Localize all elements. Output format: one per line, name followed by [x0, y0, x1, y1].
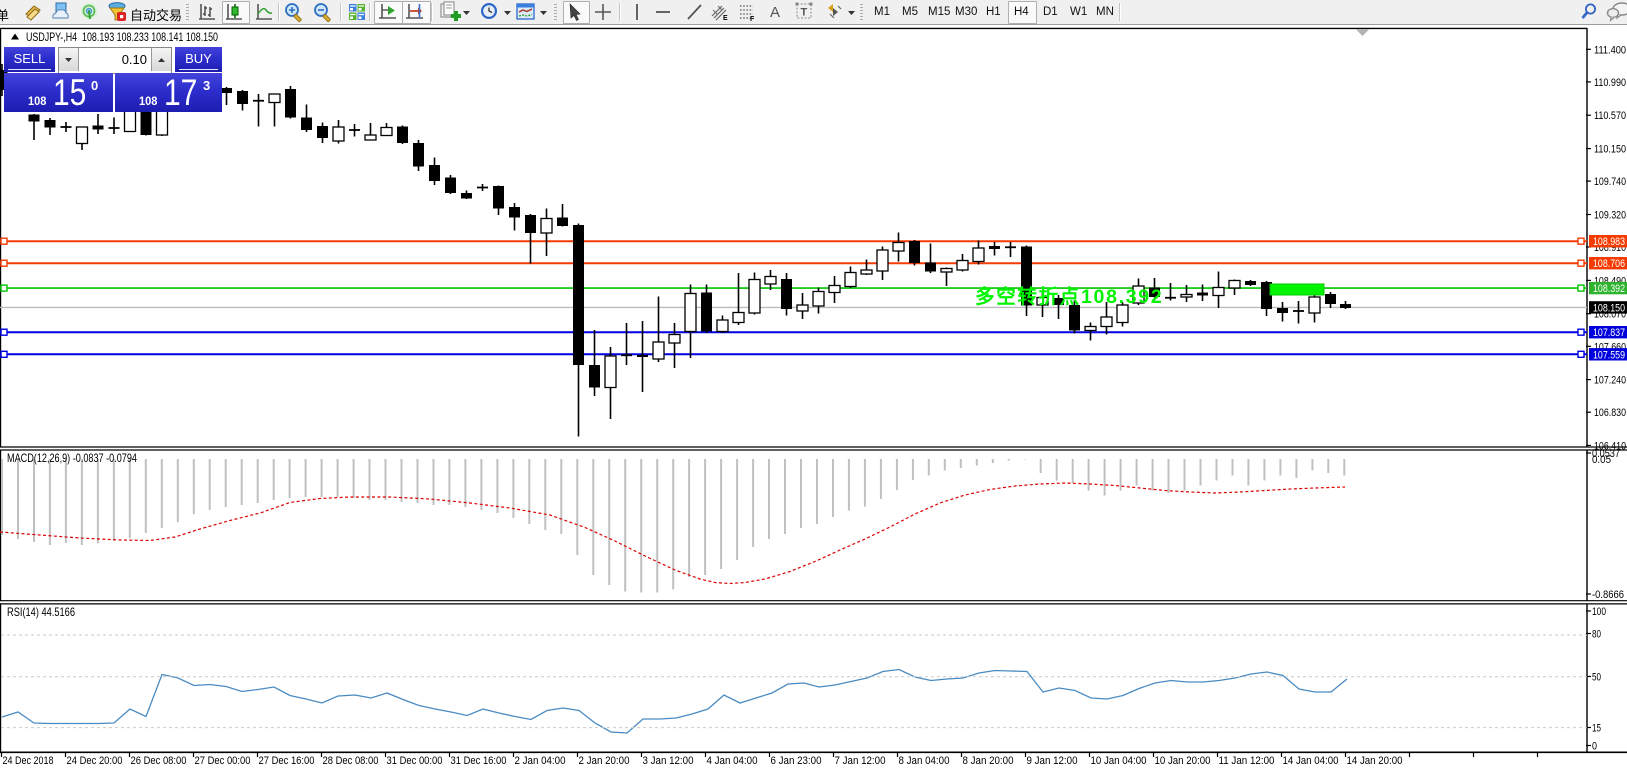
svg-text:2 Jan 04:00: 2 Jan 04:00 [515, 755, 566, 767]
svg-text:107.837: 107.837 [1593, 327, 1625, 339]
svg-text:F: F [750, 16, 755, 23]
svg-text:26 Dec 08:00: 26 Dec 08:00 [131, 755, 187, 767]
svg-text:107.559: 107.559 [1593, 349, 1625, 361]
svg-text:11 Jan 12:00: 11 Jan 12:00 [1219, 755, 1275, 767]
svg-text:107.240: 107.240 [1594, 375, 1626, 387]
svg-text:31 Dec 00:00: 31 Dec 00:00 [387, 755, 443, 767]
svg-text:106.830: 106.830 [1594, 407, 1626, 419]
svg-text:0.05: 0.05 [1592, 454, 1611, 466]
svg-text:A: A [770, 4, 780, 21]
svg-text:MACD(12,26,9) -0.0837 -0.0794: MACD(12,26,9) -0.0837 -0.0794 [7, 451, 137, 465]
svg-text:3 Jan 12:00: 3 Jan 12:00 [643, 755, 694, 767]
svg-text:110.990: 110.990 [1594, 77, 1626, 89]
svg-text:9 Jan 12:00: 9 Jan 12:00 [1027, 755, 1078, 767]
svg-text:14 Jan 20:00: 14 Jan 20:00 [1347, 755, 1403, 767]
svg-text:28 Dec 08:00: 28 Dec 08:00 [323, 755, 379, 767]
svg-text:USDJPY-,H4 108.193 108.233 10: USDJPY-,H4 108.193 108.233 108.141 108.1… [26, 30, 218, 44]
svg-text:31 Dec 16:00: 31 Dec 16:00 [451, 755, 507, 767]
svg-text:100: 100 [1592, 606, 1606, 618]
svg-text:14 Jan 04:00: 14 Jan 04:00 [1283, 755, 1339, 767]
svg-text:10 Jan 20:00: 10 Jan 20:00 [1155, 755, 1211, 767]
svg-text:RSI(14) 44.5166: RSI(14) 44.5166 [7, 605, 75, 619]
svg-text:4 Jan 04:00: 4 Jan 04:00 [707, 755, 758, 767]
svg-text:10 Jan 04:00: 10 Jan 04:00 [1091, 755, 1147, 767]
svg-text:108.150: 108.150 [1593, 302, 1625, 314]
svg-text:T: T [801, 7, 808, 19]
svg-text:108.983: 108.983 [1593, 236, 1625, 248]
svg-text:E: E [723, 15, 728, 22]
svg-text:108.392: 108.392 [1593, 283, 1625, 295]
svg-text:2 Jan 20:00: 2 Jan 20:00 [579, 755, 630, 767]
svg-text:27 Dec 00:00: 27 Dec 00:00 [195, 755, 251, 767]
svg-text:24 Dec 20:00: 24 Dec 20:00 [67, 755, 123, 767]
svg-text:0: 0 [1592, 741, 1597, 753]
svg-text:106.410: 106.410 [1594, 440, 1626, 452]
svg-text:109.740: 109.740 [1594, 176, 1626, 188]
svg-text:80: 80 [1592, 629, 1601, 641]
svg-text:111.400: 111.400 [1594, 44, 1626, 56]
svg-text:50: 50 [1592, 672, 1601, 684]
svg-text:8 Jan 20:00: 8 Jan 20:00 [963, 755, 1014, 767]
svg-text:15: 15 [1592, 723, 1601, 735]
svg-text:110.150: 110.150 [1594, 144, 1626, 156]
svg-text:0.0537: 0.0537 [1592, 448, 1620, 460]
svg-text:27 Dec 16:00: 27 Dec 16:00 [259, 755, 315, 767]
svg-text:24 Dec 2018: 24 Dec 2018 [3, 755, 54, 767]
svg-text:110.570: 110.570 [1594, 110, 1626, 122]
svg-text:109.320: 109.320 [1594, 210, 1626, 222]
svg-text:6 Jan 23:00: 6 Jan 23:00 [771, 755, 822, 767]
svg-text:-0.8666: -0.8666 [1592, 589, 1624, 601]
svg-text:108.706: 108.706 [1593, 258, 1625, 270]
svg-text:7 Jan 12:00: 7 Jan 12:00 [835, 755, 886, 767]
svg-text:8 Jan 04:00: 8 Jan 04:00 [899, 755, 950, 767]
